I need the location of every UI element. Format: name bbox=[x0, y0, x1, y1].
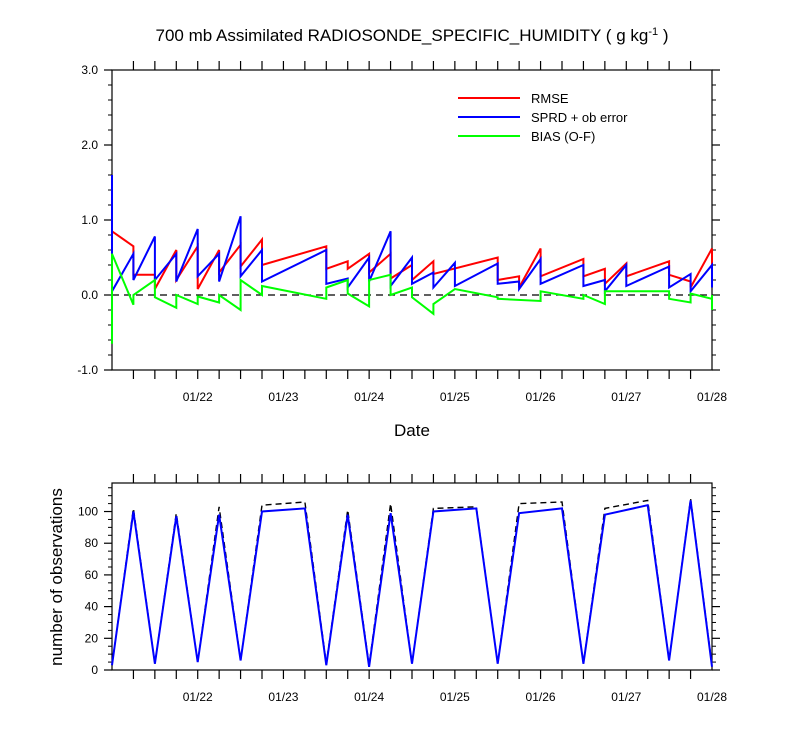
bottom-y-tick-label: 0 bbox=[91, 663, 98, 677]
bottom-series-dashed-line bbox=[111, 498, 713, 666]
legend-label: SPRD + ob error bbox=[531, 110, 628, 125]
top-y-tick-label: 3.0 bbox=[81, 63, 98, 77]
legend: RMSE SPRD + ob error BIAS (O-F) bbox=[458, 91, 628, 144]
bottom-x-tick-label: 01/25 bbox=[440, 690, 470, 704]
bottom-series-solid-1-line bbox=[111, 500, 713, 667]
rmse-spread-bias-plot: -1.0 0.0 1.0 2.0 3.0 01/22 01/23 01/24 01/25 01/2… bbox=[77, 61, 727, 404]
top-x-tick-label: 01/27 bbox=[611, 390, 641, 404]
bottom-y-tick-label: 60 bbox=[85, 568, 99, 582]
bottom-x-tick-label: 01/27 bbox=[611, 690, 641, 704]
bottom-x-tick-label: 01/22 bbox=[183, 690, 213, 704]
top-x-tick-label: 01/28 bbox=[697, 390, 727, 404]
top-x-tick-label: 01/25 bbox=[440, 390, 470, 404]
top-y-tick-label: 1.0 bbox=[81, 213, 98, 227]
bottom-y-tick-label: 80 bbox=[85, 536, 99, 550]
top-x-tick-label: 01/26 bbox=[526, 390, 556, 404]
top-y-tick-label: 2.0 bbox=[81, 138, 98, 152]
bottom-x-tick-label: 01/26 bbox=[526, 690, 556, 704]
bottom-y-tick-label: 40 bbox=[85, 600, 99, 614]
bottom-y-tick-label: 20 bbox=[85, 631, 99, 645]
top-series-sprd-ob-error-line bbox=[111, 175, 713, 296]
observation-count-plot: 0 20 40 60 80 100 01/22 01/23 01/24 01/25 01/26 01/… bbox=[78, 474, 727, 704]
bottom-x-tick-label: 01/24 bbox=[354, 690, 384, 704]
bottom-x-tick-label: 01/28 bbox=[697, 690, 727, 704]
top-x-tick-label: 01/24 bbox=[354, 390, 384, 404]
chart-title: 700 mb Assimilated RADIOSONDE_SPECIFIC_H… bbox=[156, 26, 669, 45]
top-y-tick-label: -1.0 bbox=[77, 363, 98, 377]
legend-label: RMSE bbox=[531, 91, 569, 106]
top-x-tick-label: 01/23 bbox=[268, 390, 298, 404]
y-axis-label-observations: number of observations bbox=[47, 488, 66, 666]
top-x-tick-label: 01/22 bbox=[183, 390, 213, 404]
legend-label: BIAS (O-F) bbox=[531, 129, 595, 144]
bottom-y-tick-label: 100 bbox=[78, 505, 98, 519]
bottom-x-tick-label: 01/23 bbox=[268, 690, 298, 704]
top-series-bias-o-f-line bbox=[111, 253, 713, 344]
top-y-tick-label: 0.0 bbox=[81, 288, 98, 302]
x-axis-label: Date bbox=[394, 421, 430, 440]
